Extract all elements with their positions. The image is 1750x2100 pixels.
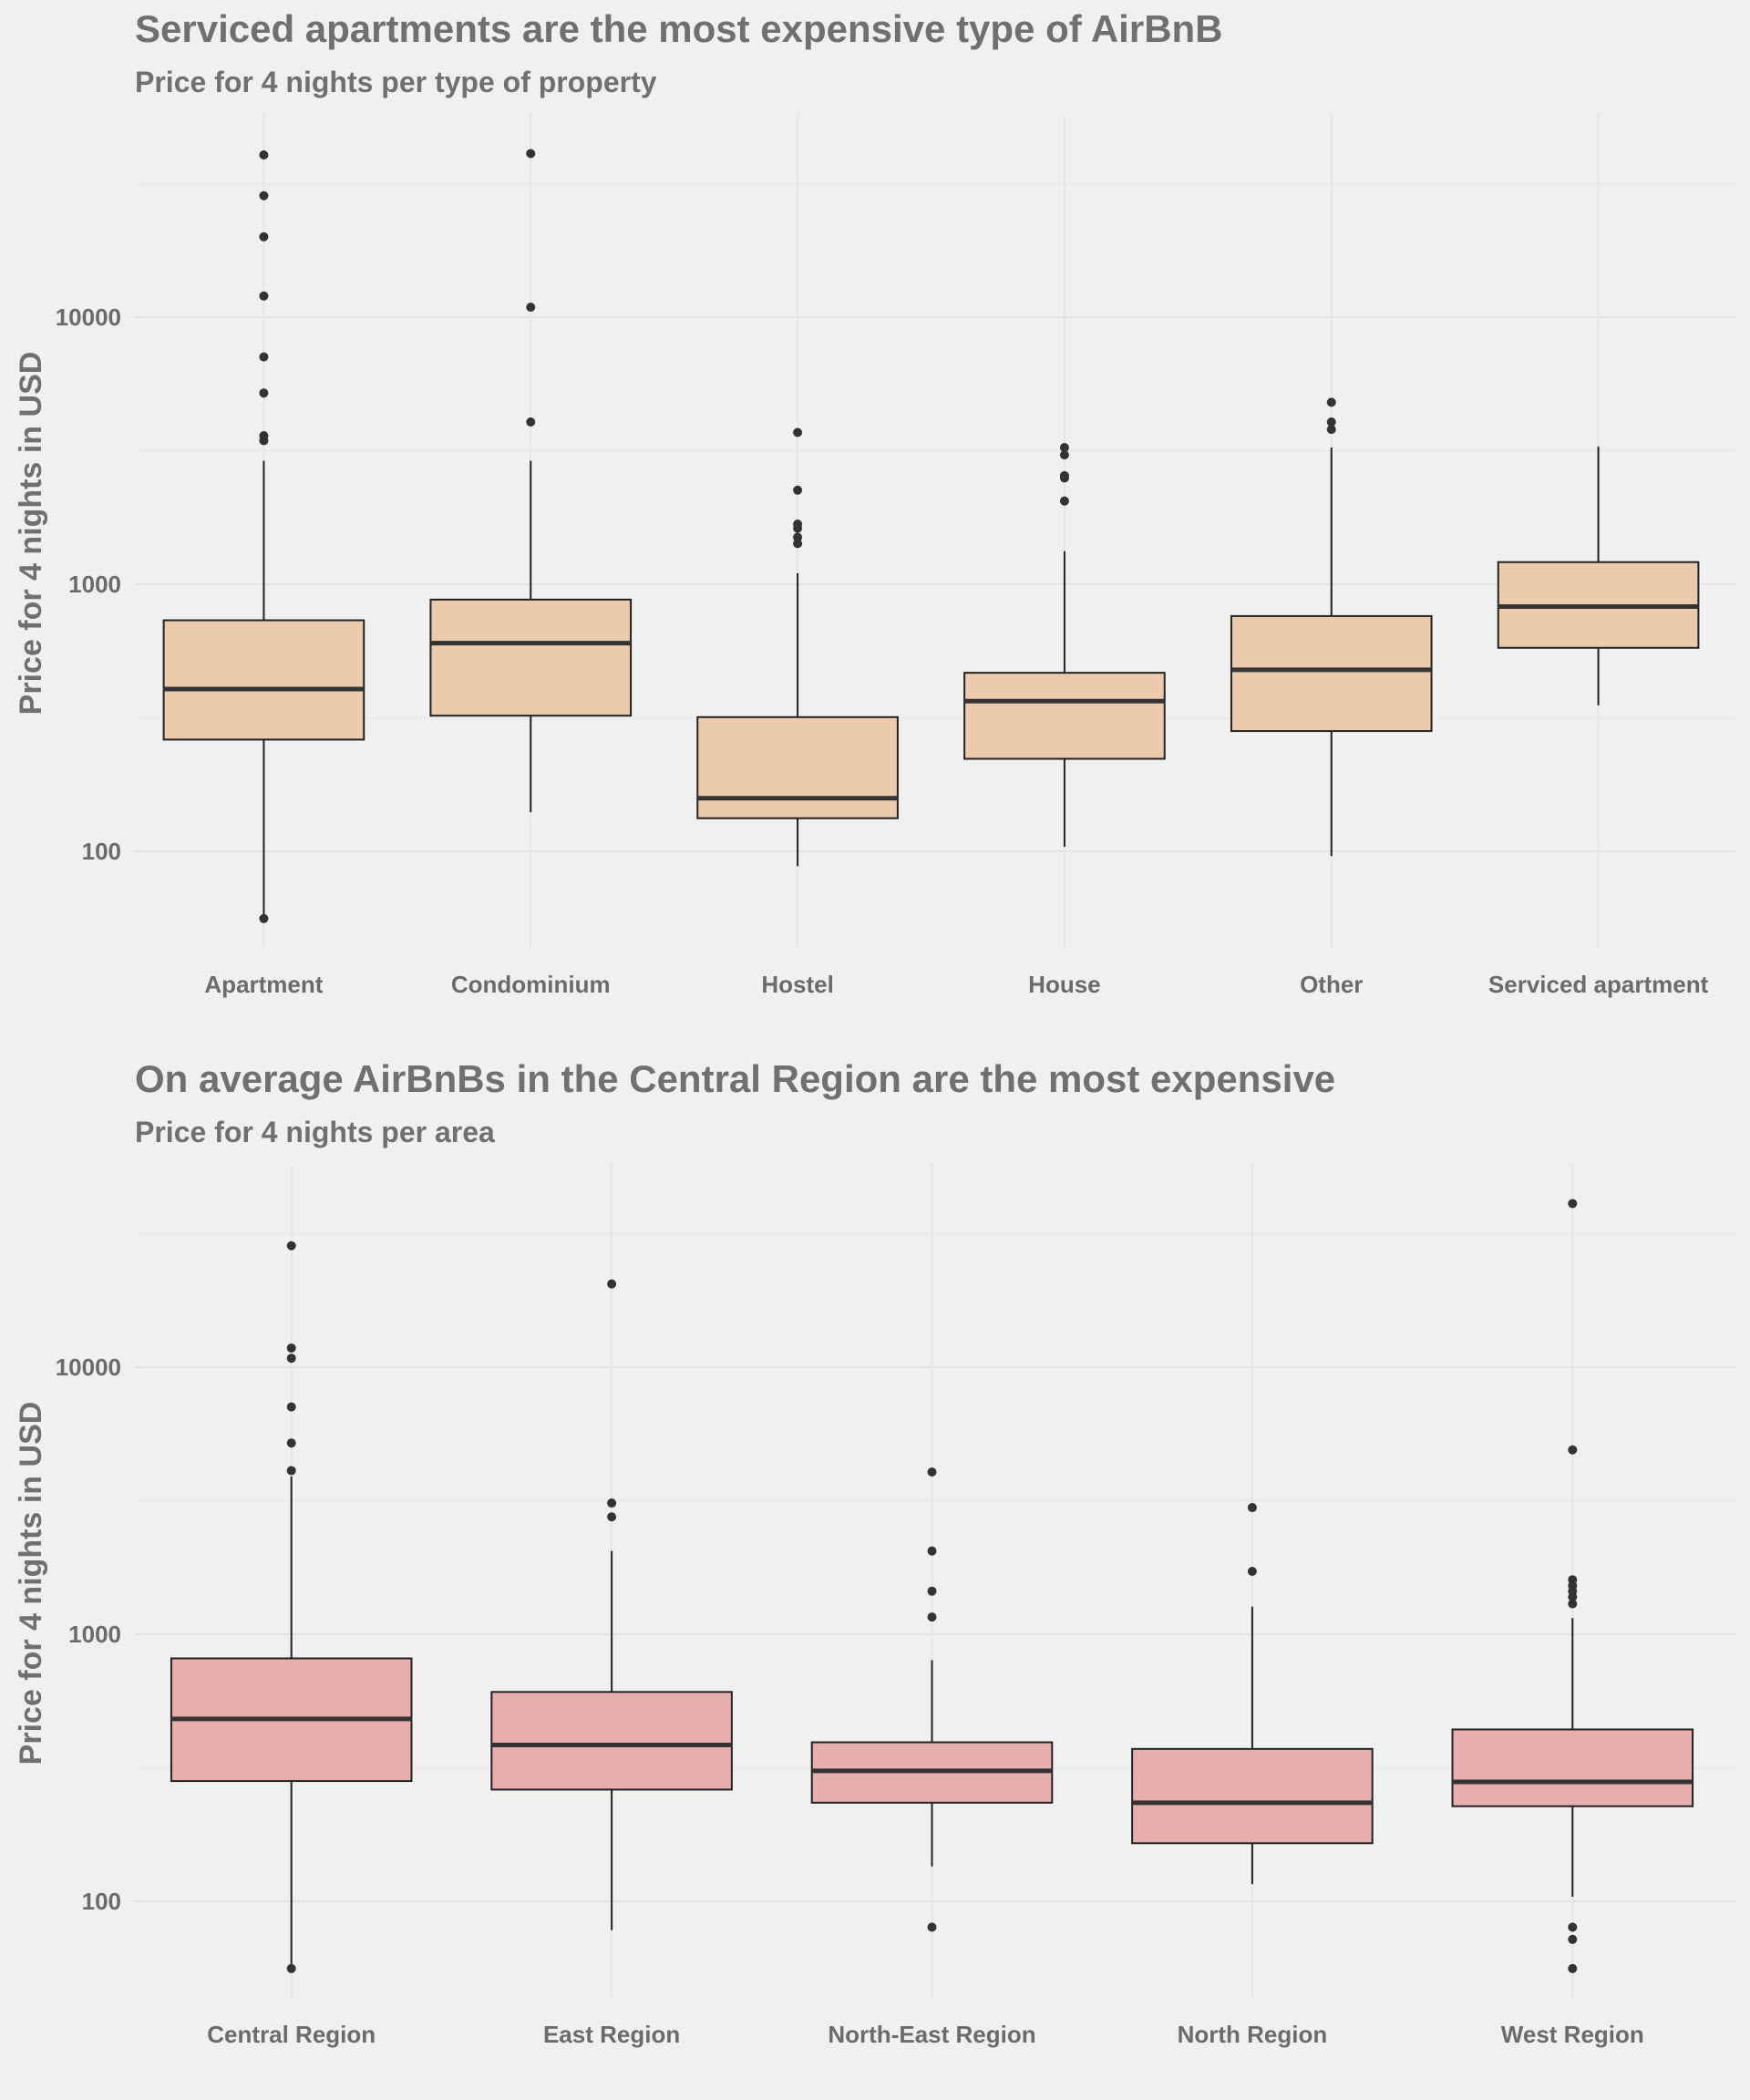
outlier-point (286, 1963, 296, 1973)
box-body (429, 598, 633, 717)
box-house (963, 443, 1166, 848)
y-tick-label: 100 (82, 838, 121, 865)
chart-title: On average AirBnBs in the Central Region… (135, 1057, 1335, 1100)
outlier-point (286, 1402, 296, 1412)
outlier-point (793, 539, 803, 549)
outlier-point (1568, 1199, 1578, 1209)
outlier-point (1247, 1503, 1257, 1513)
outlier-point (607, 1512, 617, 1522)
box-other (1230, 397, 1433, 857)
box-serviced-apartment (1497, 446, 1700, 705)
outlier-point (286, 1240, 296, 1251)
box-central-region (170, 1240, 413, 1973)
x-tick-label: House (1028, 971, 1100, 998)
outlier-point (927, 1467, 937, 1477)
x-tick-label: Condominium (451, 971, 611, 998)
outlier-point (526, 149, 536, 159)
box-apartment (162, 150, 365, 923)
x-tick-label: Apartment (204, 971, 323, 998)
outlier-point (793, 427, 803, 438)
outlier-point (1568, 1445, 1578, 1455)
outlier-point (793, 532, 803, 542)
outlier-point (927, 1546, 937, 1556)
box-body (1451, 1728, 1694, 1807)
box-body (1230, 614, 1433, 733)
box-body (490, 1691, 733, 1791)
chart-panel-1: Serviced apartments are the most expensi… (14, 7, 1736, 998)
x-tick-label: East Region (543, 2021, 680, 2048)
outlier-point (286, 1343, 296, 1353)
outlier-point (1568, 1575, 1578, 1585)
outlier-point (259, 352, 269, 362)
outlier-point (1059, 470, 1069, 480)
box-body (162, 619, 365, 741)
chart-subtitle: Price for 4 nights per type of property (135, 66, 657, 98)
outlier-point (1247, 1566, 1257, 1576)
outlier-point (1326, 417, 1336, 427)
outlier-point (1326, 397, 1336, 407)
outlier-point (1059, 450, 1069, 460)
outlier-point (259, 431, 269, 441)
box-body (963, 672, 1166, 760)
outlier-point (793, 485, 803, 495)
box-body (1131, 1747, 1374, 1845)
outlier-point (1059, 443, 1069, 453)
y-axis-label: Price for 4 nights in USD (14, 352, 48, 715)
chart-subtitle: Price for 4 nights per area (135, 1116, 495, 1148)
y-axis-label: Price for 4 nights in USD (14, 1402, 48, 1765)
box-hostel (696, 427, 899, 867)
x-tick-label: North Region (1178, 2021, 1328, 2048)
box-north-region (1131, 1503, 1374, 1885)
x-tick-label: Hostel (761, 971, 833, 998)
outlier-point (286, 1354, 296, 1364)
outlier-point (1568, 1963, 1578, 1973)
box-body (696, 715, 899, 819)
outlier-point (1568, 1934, 1578, 1944)
outlier-point (1326, 425, 1336, 435)
outlier-point (526, 417, 536, 427)
y-tick-label: 10000 (56, 1354, 121, 1381)
outlier-point (286, 1466, 296, 1476)
outlier-point (526, 303, 536, 313)
outlier-point (927, 1586, 937, 1596)
y-tick-label: 100 (82, 1888, 121, 1915)
chart-panel-2: On average AirBnBs in the Central Region… (14, 1057, 1736, 2048)
outlier-point (1568, 1922, 1578, 1932)
x-tick-label: Central Region (207, 2021, 376, 2048)
outlier-point (1568, 1599, 1578, 1609)
x-tick-label: Other (1300, 971, 1363, 998)
outlier-point (286, 1438, 296, 1448)
outlier-point (259, 913, 269, 923)
outlier-point (927, 1922, 937, 1932)
outlier-point (607, 1498, 617, 1508)
outlier-point (259, 150, 269, 160)
outlier-point (927, 1612, 937, 1622)
x-tick-label: Serviced apartment (1488, 971, 1709, 998)
y-tick-label: 1000 (68, 1621, 121, 1648)
outlier-point (259, 190, 269, 201)
x-tick-label: North-East Region (828, 2021, 1035, 2048)
outlier-point (1059, 496, 1069, 506)
y-tick-label: 1000 (68, 571, 121, 598)
outlier-point (259, 291, 269, 301)
outlier-point (259, 388, 269, 398)
y-tick-label: 10000 (56, 304, 121, 331)
box-north-east-region (810, 1467, 1054, 1932)
outlier-point (607, 1279, 617, 1289)
box-west-region (1451, 1199, 1694, 1973)
box-east-region (490, 1279, 733, 1930)
outlier-point (259, 232, 269, 242)
x-tick-label: West Region (1501, 2021, 1644, 2048)
outlier-point (793, 519, 803, 529)
chart-title: Serviced apartments are the most expensi… (135, 7, 1223, 50)
box-condominium (429, 149, 633, 813)
